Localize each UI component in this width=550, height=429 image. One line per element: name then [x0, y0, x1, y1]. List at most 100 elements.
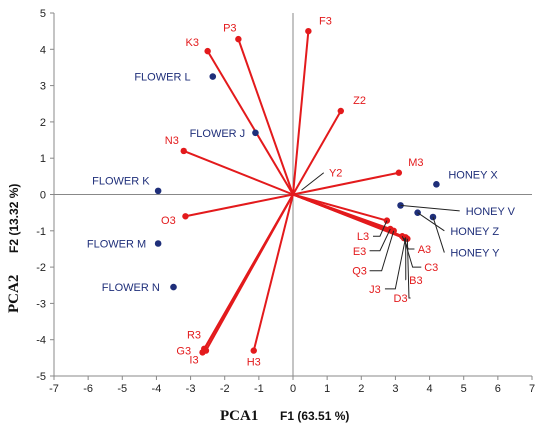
sample-label-flower-k: FLOWER K [92, 176, 150, 188]
variable-label-k3: K3 [186, 37, 199, 49]
x-tick-label: -1 [254, 383, 264, 395]
variable-label-z2: Z2 [353, 95, 366, 107]
variable-label-j3: J3 [369, 284, 381, 296]
sample-point-flower-l [209, 73, 217, 80]
loading-point-h3 [250, 347, 257, 354]
y-tick-label: 5 [40, 8, 46, 20]
sample-point-flower-m [154, 240, 162, 247]
variable-label-q3: Q3 [352, 266, 367, 278]
x-tick-label: 7 [529, 383, 535, 395]
variable-label-h3: H3 [247, 356, 261, 368]
leader-line-honey-z [417, 212, 445, 232]
loading-point-n3 [180, 147, 187, 155]
variable-label-c3: C3 [424, 262, 438, 274]
y-axis-title-main: PCA2 [6, 275, 22, 313]
variable-label-g3: G3 [176, 346, 191, 358]
leader-line-l3 [372, 220, 388, 237]
x-axis-title-sub: F1 (63.51 %) [280, 409, 349, 423]
loading-point-k3 [204, 47, 211, 55]
variable-label-o3: O3 [161, 215, 176, 227]
y-axis-title-sub: F2 (13.32 %) [7, 184, 21, 253]
variable-label-l3: L3 [357, 231, 369, 243]
loading-line-l3 [292, 193, 388, 222]
loading-point-i3 [199, 349, 206, 356]
leader-line-j3 [384, 237, 407, 290]
sample-label-honey-x: HONEY X [448, 170, 498, 182]
loading-point-m3 [395, 169, 403, 176]
x-tick-label: 1 [324, 383, 330, 395]
loading-point-p3 [235, 35, 242, 43]
x-tick-label: 0 [290, 383, 296, 395]
x-axis-title-main: PCA1 [220, 408, 258, 424]
sample-label-flower-l: FLOWER L [134, 72, 190, 84]
y-tick-label: 0 [40, 190, 46, 202]
loading-line-k3 [206, 50, 294, 196]
loading-vectors [180, 27, 411, 356]
leader-line-q3 [369, 230, 395, 272]
x-tick-label: -3 [186, 383, 196, 395]
y-tick-label: -4 [36, 335, 46, 347]
sample-label-honey-v: HONEY V [466, 206, 516, 218]
x-tick-label: -2 [220, 383, 230, 395]
sample-point-flower-k [154, 187, 162, 195]
loading-point-o3 [182, 213, 189, 220]
y-tick-label: 3 [40, 81, 46, 93]
x-tick-label: 2 [358, 383, 364, 395]
variable-label-i3: I3 [189, 355, 198, 367]
axes: -7 -6 -5 -4 -3 -2 -1 0 1 2 3 4 5 6 7 -5 -4 -3 -2 -1 0 1 2 3 4 5 [36, 8, 535, 395]
variable-label-m3: M3 [408, 157, 423, 169]
x-tick-label: 5 [461, 383, 467, 395]
x-tick-label: -6 [83, 383, 93, 395]
sample-label-flower-j: FLOWER J [190, 128, 246, 140]
variable-label-b3: B3 [409, 275, 422, 287]
y-tick-label: -2 [36, 262, 46, 274]
leader-line-honey-y [432, 216, 445, 253]
y-tick-label: -3 [36, 298, 46, 310]
loading-line-h3 [252, 194, 294, 351]
sample-point-flower-n [170, 283, 177, 291]
y-tick-label: 2 [40, 117, 46, 129]
loading-line-n3 [183, 150, 294, 196]
sample-points [154, 73, 440, 291]
loading-point-f3 [305, 27, 312, 35]
loading-point-z2 [337, 107, 344, 115]
loading-line-z2 [292, 110, 342, 195]
y-tick-label: 1 [40, 153, 46, 165]
leader-line-d3 [406, 238, 411, 299]
sample-label-honey-z: HONEY Z [450, 226, 499, 238]
loading-line-i3 [201, 194, 294, 353]
sample-label-flower-m: FLOWER M [87, 239, 146, 251]
sample-point-honey-x [433, 181, 440, 188]
variable-label-p3: P3 [223, 23, 236, 35]
leader-line-e3 [369, 228, 391, 252]
variable-label-y2: Y2 [329, 168, 342, 180]
x-tick-label: -5 [117, 383, 127, 395]
x-tick-label: 4 [427, 383, 433, 395]
x-tick-label: -4 [152, 383, 162, 395]
leader-line-y2 [301, 172, 325, 191]
sample-label-honey-y: HONEY Y [450, 248, 500, 260]
variable-label-a3: A3 [418, 244, 431, 256]
y-tick-label: -5 [36, 371, 46, 383]
variable-label-n3: N3 [165, 135, 179, 147]
sample-point-flower-j [252, 129, 259, 137]
variable-label-r3: R3 [187, 329, 201, 341]
leader-line-honey-v [400, 204, 460, 212]
loading-line-o3 [185, 193, 294, 218]
y-tick-label: 4 [40, 44, 46, 56]
sample-label-flower-n: FLOWER N [102, 282, 160, 294]
y-tick-label: -1 [36, 226, 46, 238]
loading-line-p3 [237, 38, 294, 195]
x-tick-label: -7 [49, 383, 59, 395]
loading-line-f3 [292, 31, 310, 195]
loading-line-j3 [292, 193, 407, 239]
variable-label-e3: E3 [353, 246, 366, 258]
x-tick-label: 3 [392, 383, 398, 395]
variable-label-d3: D3 [394, 293, 408, 305]
leader-line-c3 [403, 237, 422, 268]
variable-label-f3: F3 [319, 15, 332, 27]
loading-line-m3 [292, 171, 400, 196]
x-tick-label: 6 [495, 383, 501, 395]
